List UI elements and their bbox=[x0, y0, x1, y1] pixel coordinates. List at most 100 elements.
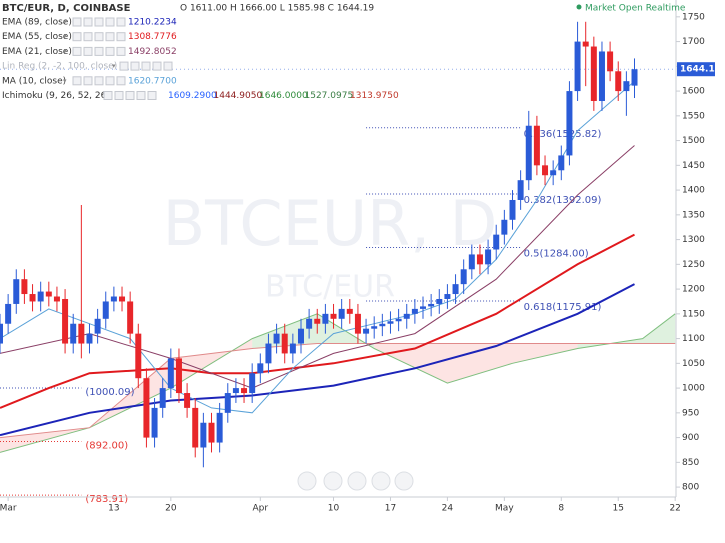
legend-icon[interactable] bbox=[116, 32, 126, 42]
legend-icon[interactable] bbox=[114, 91, 124, 100]
dropdown-caret: ▾ bbox=[112, 62, 116, 70]
nav-zoom-out[interactable] bbox=[323, 471, 343, 491]
ichimoku-value: 1444.9050 bbox=[214, 91, 263, 101]
nav-buttons bbox=[297, 471, 414, 491]
legend-icon[interactable] bbox=[72, 17, 82, 27]
ichimoku-value: 1313.9750 bbox=[350, 91, 399, 101]
candle-body bbox=[45, 291, 52, 297]
candle-body bbox=[623, 81, 630, 92]
y-tick-label: 900 bbox=[682, 433, 699, 443]
candle-body bbox=[411, 308, 418, 314]
legend-icon[interactable] bbox=[94, 17, 104, 27]
candle-body bbox=[265, 343, 272, 364]
candle-body bbox=[444, 294, 451, 299]
legend-icon[interactable] bbox=[163, 61, 173, 71]
indicator-value: 1492.8052 bbox=[128, 47, 177, 57]
candle-body bbox=[607, 51, 614, 72]
candle-body bbox=[184, 393, 191, 408]
legend-icon[interactable] bbox=[152, 61, 162, 71]
legend-icon[interactable] bbox=[94, 46, 104, 56]
y-tick-label: 1750 bbox=[682, 12, 705, 22]
nav-left[interactable] bbox=[297, 471, 317, 491]
indicator-line bbox=[0, 283, 635, 437]
candle-body bbox=[428, 303, 435, 307]
x-tick-label: May bbox=[495, 504, 514, 514]
legend-icon[interactable] bbox=[105, 32, 115, 42]
legend-icon[interactable] bbox=[136, 91, 146, 100]
legend-icon[interactable] bbox=[83, 76, 93, 86]
y-tick-label: 1100 bbox=[682, 334, 705, 344]
y-tick-label: 1150 bbox=[682, 309, 705, 319]
candle-body bbox=[70, 323, 77, 344]
legend-icon[interactable] bbox=[116, 46, 126, 56]
y-tick-label: 1550 bbox=[682, 111, 705, 121]
candle-body bbox=[281, 333, 288, 354]
candle-body bbox=[200, 422, 207, 448]
candle-body bbox=[590, 46, 597, 101]
legend-icon[interactable] bbox=[116, 17, 126, 27]
y-tick-label: 950 bbox=[682, 408, 699, 418]
legend-icon[interactable] bbox=[105, 46, 115, 56]
legend-icon[interactable] bbox=[119, 61, 129, 71]
nav-zoom-in[interactable] bbox=[347, 471, 367, 491]
ichimoku-value: 1609.2900 bbox=[168, 91, 217, 101]
legend-icon[interactable] bbox=[72, 32, 82, 42]
legend-icon[interactable] bbox=[141, 61, 151, 71]
ichimoku-cloud bbox=[512, 343, 578, 364]
indicator-name: EMA (55, close) bbox=[2, 32, 72, 42]
indicator-name: EMA (89, close) bbox=[2, 18, 72, 28]
fib-label: 0.5(1284.00) bbox=[524, 249, 589, 260]
fib-label: (892.00) bbox=[85, 441, 128, 452]
legend-icon[interactable] bbox=[72, 76, 82, 86]
candle-body bbox=[363, 328, 370, 334]
legend-icon[interactable] bbox=[94, 76, 104, 86]
candle-body bbox=[403, 313, 410, 319]
legend-icon[interactable] bbox=[103, 91, 113, 100]
x-tick-label: Mar bbox=[0, 504, 17, 514]
fib-label: (1000.09) bbox=[85, 387, 134, 398]
legend-icon[interactable] bbox=[116, 76, 126, 86]
y-tick-label: 1050 bbox=[682, 359, 705, 369]
candle-body bbox=[379, 323, 386, 327]
legend-icon[interactable] bbox=[94, 32, 104, 42]
legend-icon[interactable] bbox=[147, 91, 157, 100]
candle-body bbox=[346, 308, 353, 314]
nav-reset[interactable] bbox=[394, 471, 414, 491]
watermark: BTCEUR, D bbox=[163, 187, 498, 260]
candle-body bbox=[306, 318, 313, 329]
y-tick-label: 1400 bbox=[682, 186, 705, 196]
candle-body bbox=[208, 422, 215, 443]
legend-icon[interactable] bbox=[130, 61, 140, 71]
plot-area: 0.236(1525.82) 0.382(1392.09) 0.5(1284.00)… bbox=[0, 21, 676, 505]
fib-label: (783.91) bbox=[85, 494, 128, 505]
candle-body bbox=[395, 318, 402, 322]
candle-body bbox=[533, 125, 540, 166]
legend-icon[interactable] bbox=[83, 32, 93, 42]
dropdown-caret: ▾ bbox=[63, 47, 67, 55]
candle-body bbox=[574, 41, 581, 92]
candle-body bbox=[452, 284, 459, 295]
x-tick-label: 15 bbox=[613, 504, 624, 514]
candle-body bbox=[476, 254, 483, 265]
candle-body bbox=[110, 296, 117, 302]
indicator-name: EMA (21, close) bbox=[2, 47, 72, 57]
y-tick-label: 800 bbox=[682, 483, 699, 493]
legend-icon[interactable] bbox=[105, 76, 115, 86]
indicator-value: 1620.7700 bbox=[128, 76, 177, 86]
candle-body bbox=[598, 51, 605, 101]
candle-body bbox=[224, 393, 231, 413]
candle-body bbox=[78, 323, 85, 344]
candle-body bbox=[86, 333, 93, 344]
candle-body bbox=[354, 313, 361, 334]
candle-body bbox=[127, 301, 134, 334]
legend-icon[interactable] bbox=[83, 17, 93, 27]
legend-icon[interactable] bbox=[125, 91, 135, 100]
legend-icon[interactable] bbox=[105, 17, 115, 27]
last-price-tag bbox=[677, 62, 715, 77]
candle-body bbox=[631, 69, 638, 86]
candle-body bbox=[297, 328, 304, 344]
nav-right[interactable] bbox=[371, 471, 391, 491]
legend-icon[interactable] bbox=[83, 46, 93, 56]
legend-icon[interactable] bbox=[72, 46, 82, 56]
